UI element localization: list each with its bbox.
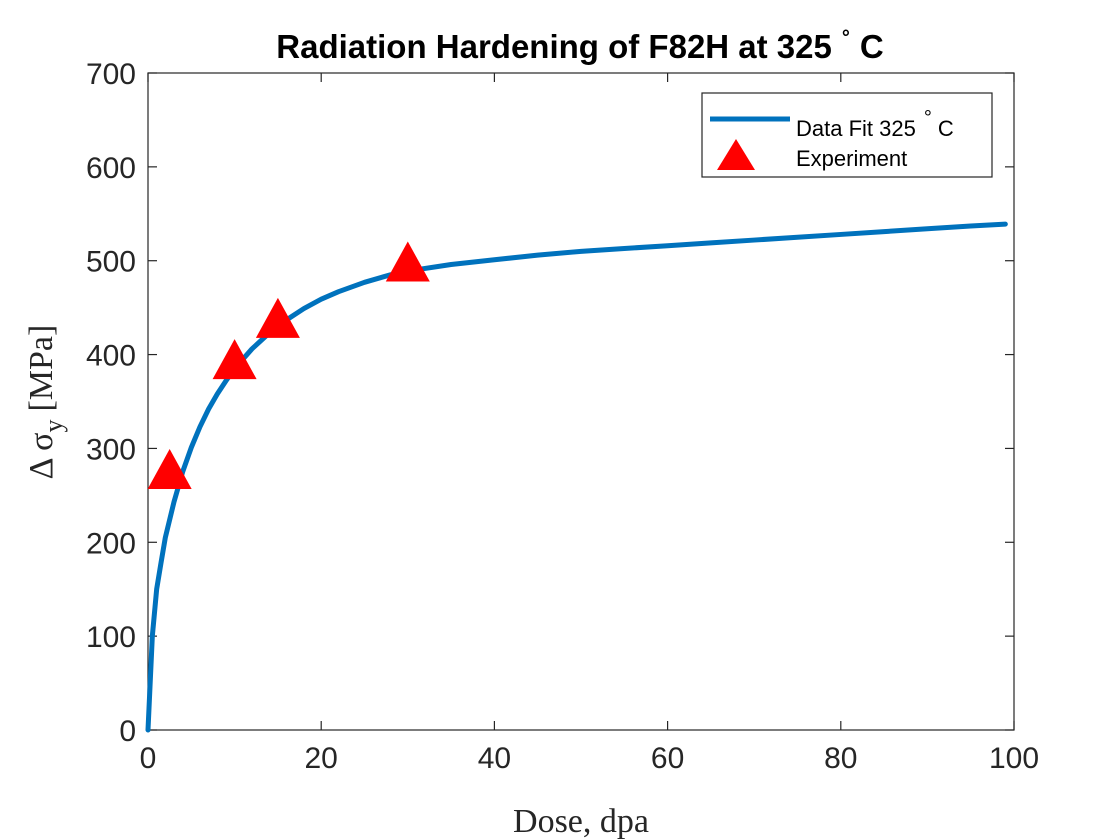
y-tick-label: 200 xyxy=(86,527,136,560)
y-tick-label: 0 xyxy=(119,715,136,748)
x-tick-label: 20 xyxy=(305,742,338,775)
y-tick-label: 100 xyxy=(86,621,136,654)
x-tick-label: 80 xyxy=(824,742,857,775)
x-axis-label: Dose, dpa xyxy=(513,803,649,840)
y-tick-label: 500 xyxy=(86,246,136,279)
legend-label-experiment: Experiment xyxy=(796,146,907,171)
experiment-point xyxy=(255,297,300,338)
axes-box xyxy=(147,72,1015,731)
x-tick-label: 40 xyxy=(478,742,511,775)
legend: Data Fit 325 ° C Experiment xyxy=(701,92,993,178)
y-tick-label: 300 xyxy=(86,433,136,466)
x-tick-label: 0 xyxy=(140,742,157,775)
x-axis: 0 20 40 60 80 100 xyxy=(140,73,1039,775)
y-axis: 0 100 200 300 400 500 600 700 xyxy=(86,58,1014,748)
plot-area xyxy=(148,73,1014,730)
experiment-point xyxy=(147,448,192,489)
y-axis-label: Δ σy[MPa] xyxy=(23,325,68,480)
series-layer xyxy=(145,221,1008,733)
x-tick-label: 60 xyxy=(651,742,684,775)
legend-swatch-experiment xyxy=(717,139,755,170)
experiment-point xyxy=(212,339,257,380)
axes-frame xyxy=(147,72,1015,731)
x-tick-label: 100 xyxy=(989,742,1039,775)
legend-label-fit: Data Fit 325 ° C xyxy=(796,107,954,141)
chart-title: Radiation Hardening of F82H at 325 ° C xyxy=(276,27,883,65)
y-tick-label: 400 xyxy=(86,340,136,373)
y-tick-label: 600 xyxy=(86,152,136,185)
y-tick-label: 700 xyxy=(86,58,136,91)
experiment-point xyxy=(385,241,430,282)
